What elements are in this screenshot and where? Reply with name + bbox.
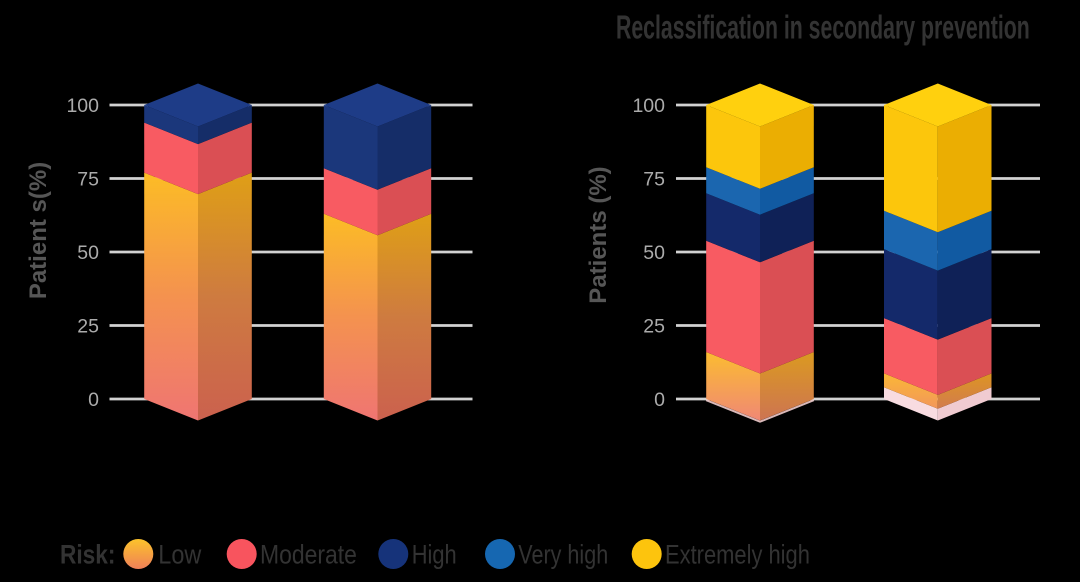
svg-text:Patients (%): Patients (%) — [585, 166, 612, 303]
svg-text:0: 0 — [88, 389, 99, 411]
svg-text:50: 50 — [77, 242, 99, 264]
svg-text:Risk:: Risk: — [60, 540, 116, 570]
svg-text:Very high: Very high — [518, 540, 608, 570]
svg-text:75: 75 — [643, 169, 665, 191]
svg-text:100: 100 — [66, 95, 99, 117]
svg-text:Extremely high: Extremely high — [665, 540, 810, 570]
svg-text:Patient s(%): Patient s(%) — [25, 162, 52, 299]
svg-text:High: High — [412, 540, 457, 570]
svg-text:25: 25 — [643, 316, 665, 338]
svg-text:Reclassification in secondary: Reclassification in secondary prevention — [616, 9, 1030, 46]
svg-text:100: 100 — [632, 95, 665, 117]
svg-text:75: 75 — [77, 169, 99, 191]
svg-text:25: 25 — [77, 316, 99, 338]
svg-text:50: 50 — [643, 242, 665, 264]
svg-text:Moderate: Moderate — [260, 540, 357, 570]
svg-text:0: 0 — [654, 389, 665, 411]
svg-text:Low: Low — [158, 540, 202, 570]
